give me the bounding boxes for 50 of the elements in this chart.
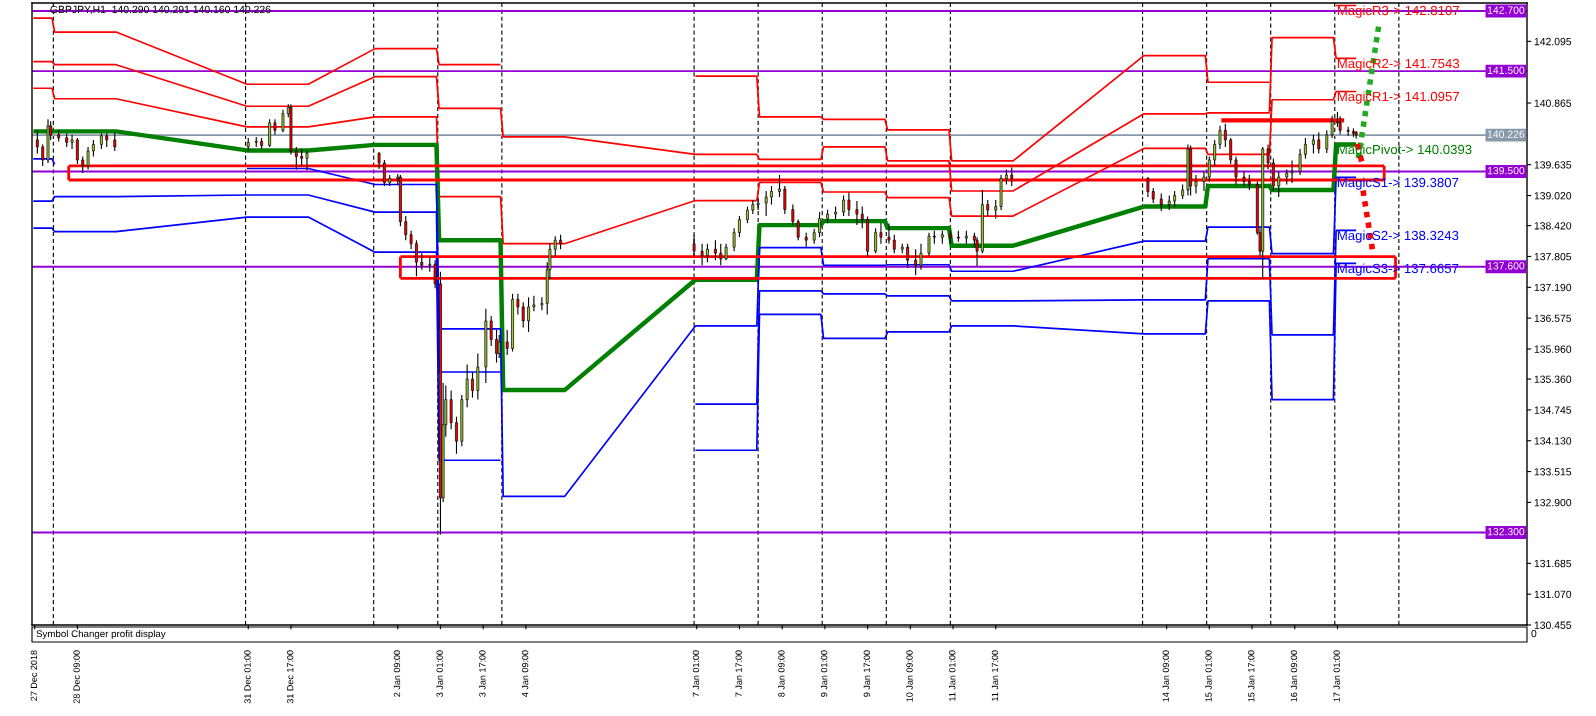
x-tick-label: 27 Dec 2018 <box>30 650 38 701</box>
x-tick-label: 11 Jan 01:00 <box>949 650 956 701</box>
x-tick-label: 3 Jan 17:00 <box>479 650 486 697</box>
y-tick-label: 136.575 <box>1534 314 1572 323</box>
x-tick-label: 31 Dec 01:00 <box>244 650 251 704</box>
ref-line-label: 132.300 <box>1487 527 1525 536</box>
y-tick-label: 140.865 <box>1534 99 1572 107</box>
x-tick-label: 9 Jan 01:00 <box>820 650 828 697</box>
x-tick-label: 11 Jan 17:00 <box>991 650 999 701</box>
x-tick-label: 4 Jan 09:00 <box>521 650 529 697</box>
annotation: MagicS1-> 139.3807 <box>1337 177 1459 190</box>
ref-line-label: 139.500 <box>1487 166 1525 175</box>
annotation: MagicR1-> 141.0957 <box>1337 91 1459 104</box>
x-tick-label: 31 Dec 17:00 <box>286 650 294 704</box>
x-tick-label: 17 Jan 01:00 <box>1333 650 1340 702</box>
x-tick-label: 9 Jan 17:00 <box>863 650 871 697</box>
ref-line-label: 142.700 <box>1487 6 1525 14</box>
y-tick-label: 142.095 <box>1534 37 1572 46</box>
x-tick-label: 28 Dec 09:00 <box>73 650 80 704</box>
ref-line-label: 137.600 <box>1487 262 1525 270</box>
text: 0 <box>1531 629 1537 638</box>
x-tick-label: 7 Jan 17:00 <box>735 650 742 697</box>
ref-line-label: 141.500 <box>1487 66 1525 74</box>
y-tick-label: 134.745 <box>1534 406 1572 414</box>
y-tick-label: 138.420 <box>1534 222 1572 230</box>
y-tick-label: 131.070 <box>1534 590 1572 599</box>
ref-line-label: 140.226 <box>1487 130 1525 138</box>
x-tick-label: 16 Jan 09:00 <box>1290 650 1298 702</box>
annotation: MagicR2-> 141.7543 <box>1337 58 1460 71</box>
y-tick-label: 134.130 <box>1534 437 1572 445</box>
y-tick-label: 130.455 <box>1534 621 1572 629</box>
x-tick-label: 14 Jan 09:00 <box>1162 650 1170 702</box>
y-tick-label: 137.805 <box>1534 252 1572 261</box>
text: Symbol Changer profit display <box>36 629 166 640</box>
y-tick-label: 131.685 <box>1534 559 1572 568</box>
y-tick-label: 135.960 <box>1534 345 1572 353</box>
y-tick-label: 139.020 <box>1534 192 1572 200</box>
y-tick-label: 139.635 <box>1534 161 1572 169</box>
x-tick-label: 15 Jan 17:00 <box>1248 650 1255 702</box>
x-tick-label: 10 Jan 09:00 <box>906 650 913 702</box>
y-tick-label: 133.515 <box>1534 468 1572 476</box>
x-tick-label: 3 Jan 01:00 <box>436 650 443 697</box>
x-tick-label: 8 Jan 09:00 <box>778 650 785 697</box>
x-tick-label: 15 Jan 01:00 <box>1205 650 1212 702</box>
x-tick-label: 2 Jan 09:00 <box>393 650 401 697</box>
annotation: MagicPivot-> 140.0393 <box>1337 144 1472 157</box>
x-tick-label: 7 Jan 01:00 <box>692 650 700 697</box>
y-tick-label: 132.900 <box>1534 498 1572 507</box>
y-tick-label: 137.190 <box>1534 283 1572 292</box>
y-tick-label: 135.360 <box>1534 375 1572 383</box>
